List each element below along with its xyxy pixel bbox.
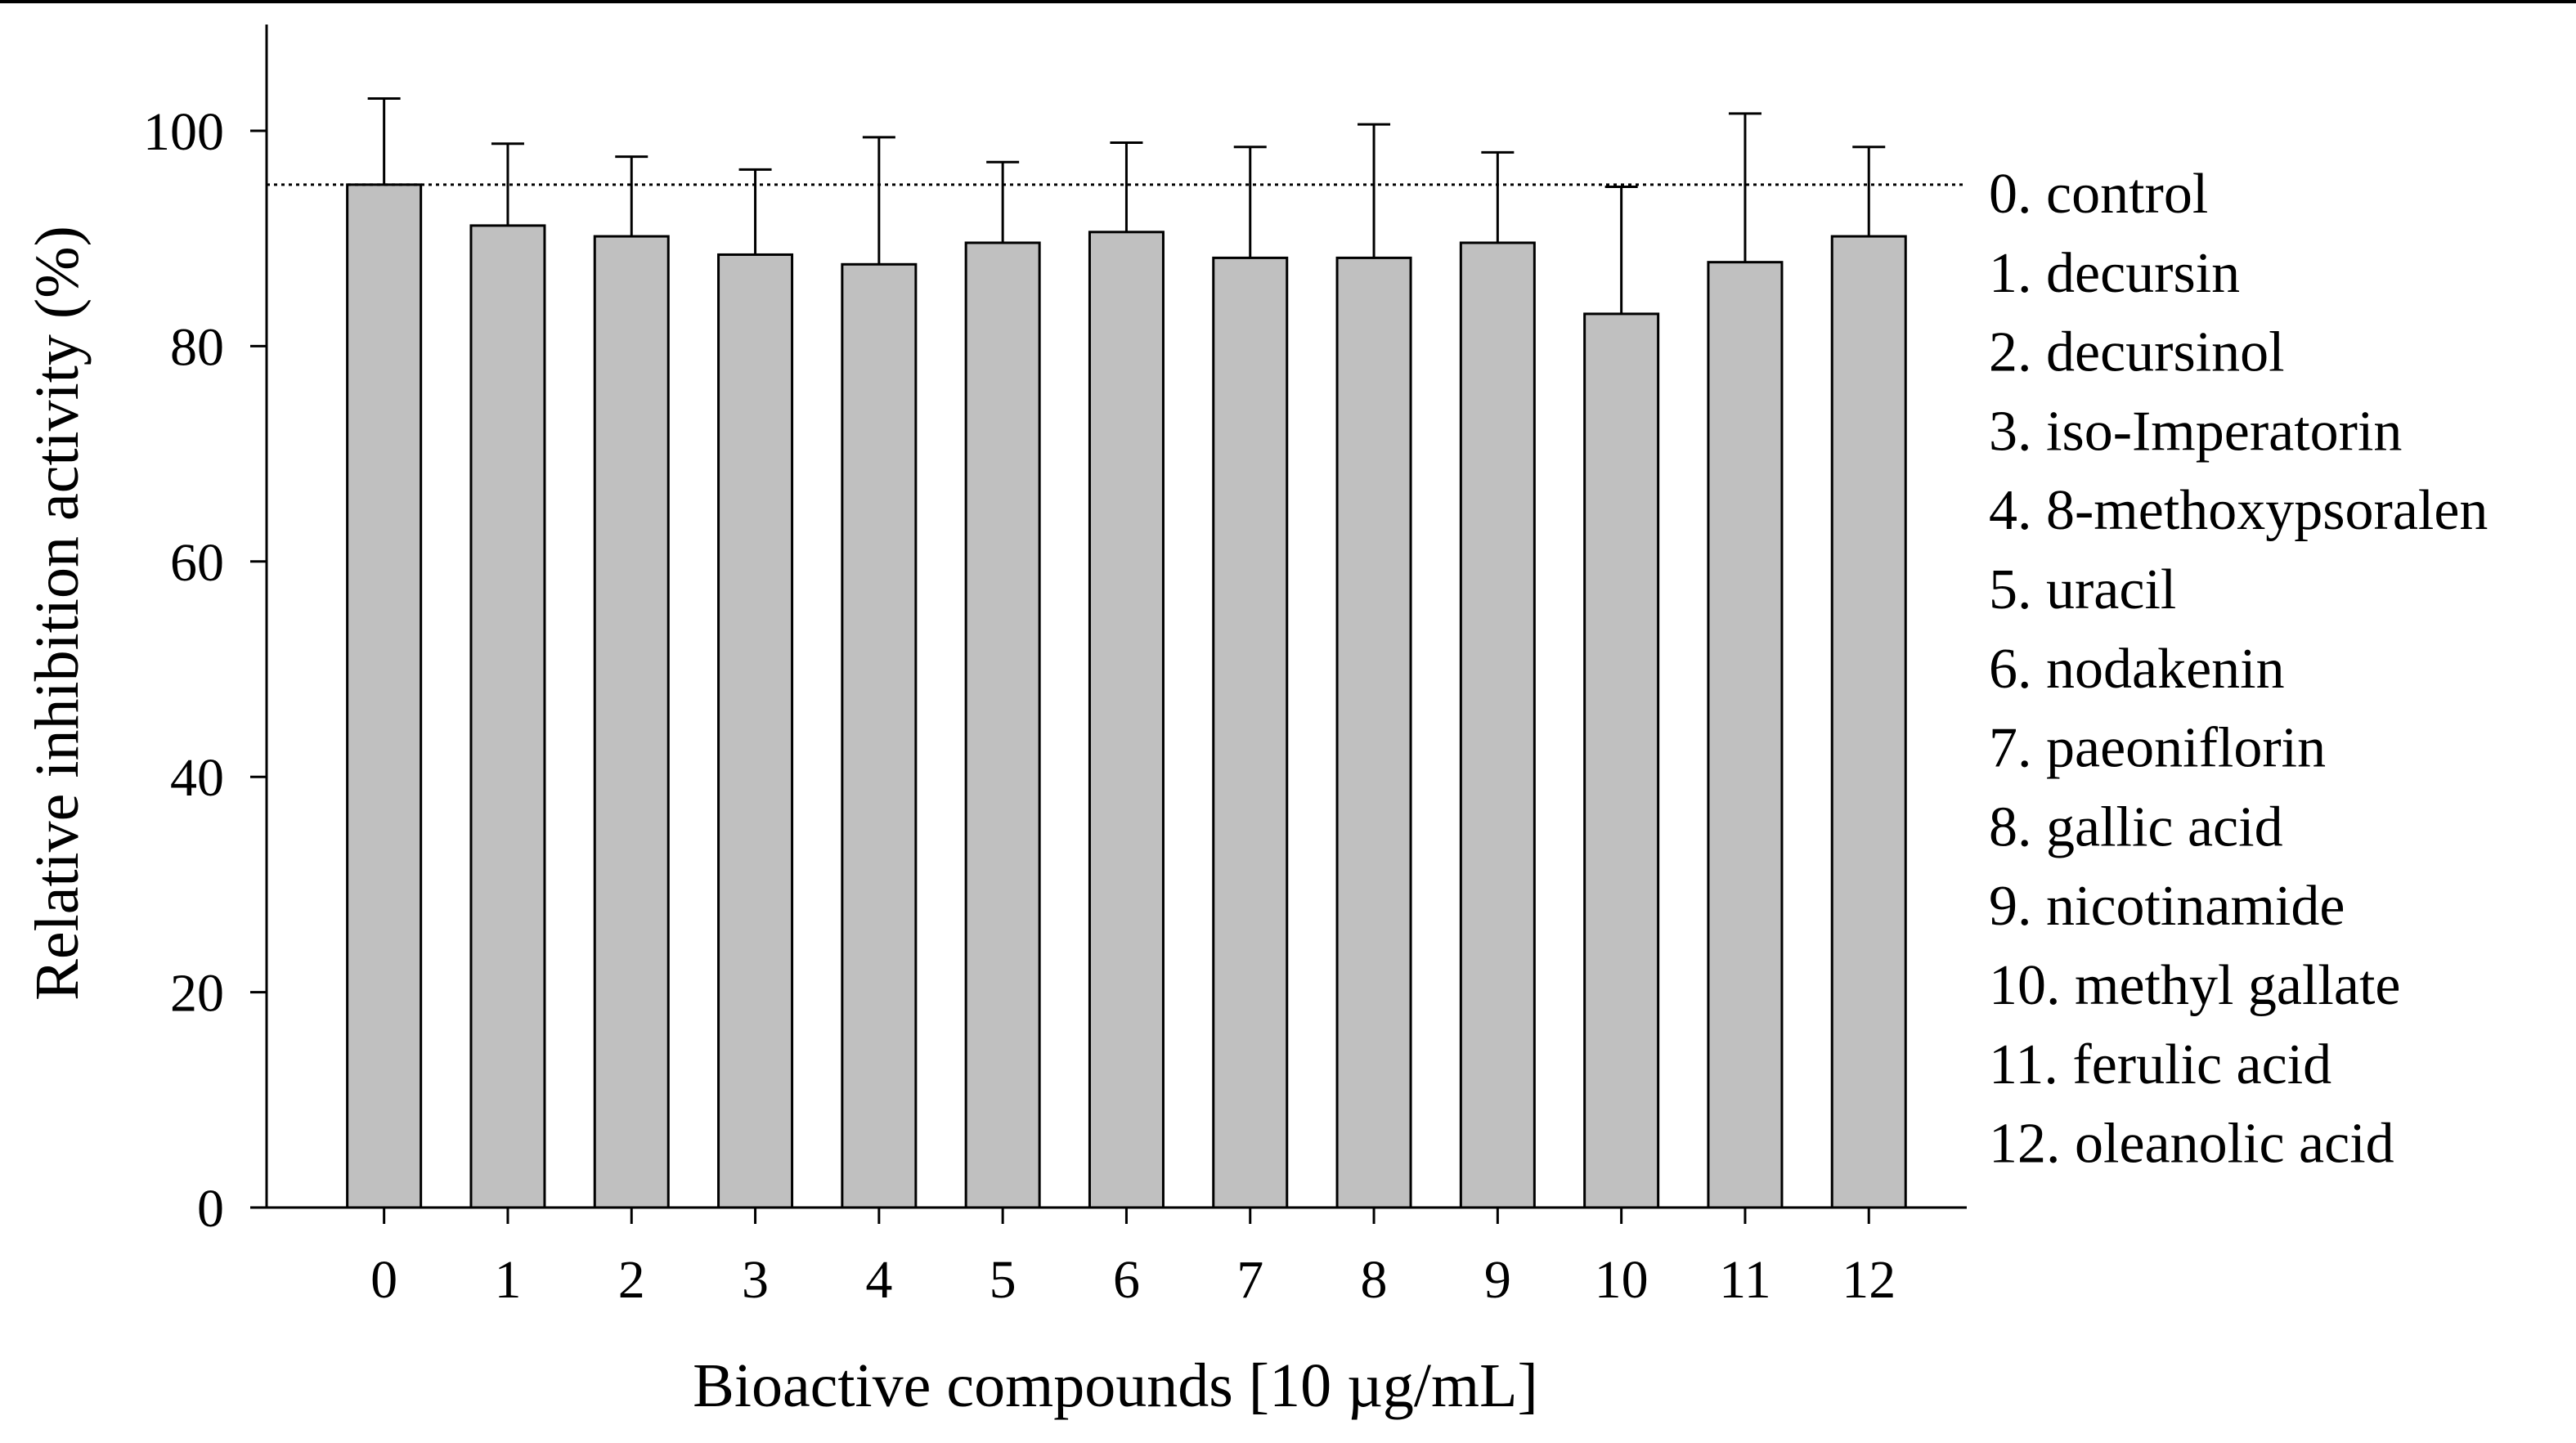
x-axis-title: Bioactive compounds [10 µg/mL] <box>693 1351 1538 1420</box>
x-tick-label: 3 <box>742 1250 769 1310</box>
bar <box>1088 231 1165 1209</box>
bar <box>964 241 1041 1209</box>
x-tick-label: 9 <box>1484 1250 1511 1310</box>
bar <box>841 262 918 1209</box>
x-tick-label: 12 <box>1842 1250 1896 1310</box>
bar <box>717 253 794 1209</box>
legend-entry: 9. nicotinamide <box>1989 875 2345 938</box>
legend-entry: 5. uracil <box>1989 558 2176 621</box>
y-tick-label: 20 <box>170 964 224 1024</box>
legend: 0. control 1. decursin 2. decursinol 3. iso… <box>1989 163 2488 1176</box>
y-tick-label: 100 <box>143 102 224 162</box>
legend-entry: 12. oleanolic acid <box>1989 1113 2394 1176</box>
bar <box>1212 256 1289 1209</box>
legend-entry: 7. paeoniflorin <box>1989 717 2326 780</box>
bar <box>1830 235 1907 1209</box>
x-tick-label: 0 <box>370 1250 397 1310</box>
x-tick-label: 8 <box>1361 1250 1388 1310</box>
legend-entry: 2. decursinol <box>1989 321 2285 384</box>
bar <box>593 235 670 1209</box>
legend-entry: 1. decursin <box>1989 242 2240 305</box>
x-tick-label: 6 <box>1113 1250 1140 1310</box>
x-tick-label: 1 <box>494 1250 521 1310</box>
legend-entry: 3. iso-Imperatorin <box>1989 400 2402 463</box>
legend-entry: 11. ferulic acid <box>1989 1033 2331 1096</box>
bar <box>1335 256 1412 1209</box>
y-axis-title: Relative inhibition activity (%) <box>23 226 92 1001</box>
bar <box>1707 261 1784 1209</box>
x-tick-label: 4 <box>865 1250 892 1310</box>
y-tick-label: 40 <box>170 748 224 808</box>
x-tick-label: 11 <box>1719 1250 1771 1310</box>
x-tick-label: 2 <box>618 1250 645 1310</box>
bar <box>346 183 423 1209</box>
bar <box>1459 241 1536 1209</box>
x-tick-label: 5 <box>990 1250 1016 1310</box>
legend-entry: 8. gallic acid <box>1989 795 2283 858</box>
legend-entry: 0. control <box>1989 163 2208 226</box>
bar <box>1583 312 1660 1209</box>
legend-entry: 6. nodakenin <box>1989 638 2285 701</box>
x-tick-label: 10 <box>1595 1250 1649 1310</box>
y-tick-label: 80 <box>170 317 224 377</box>
legend-entry: 4. 8-methoxypsoralen <box>1989 479 2488 542</box>
y-tick-label: 60 <box>170 533 224 593</box>
y-tick-label: 0 <box>197 1179 224 1239</box>
bar <box>469 224 546 1209</box>
legend-entry: 10. methyl gallate <box>1989 954 2400 1017</box>
x-tick-label: 7 <box>1236 1250 1263 1310</box>
